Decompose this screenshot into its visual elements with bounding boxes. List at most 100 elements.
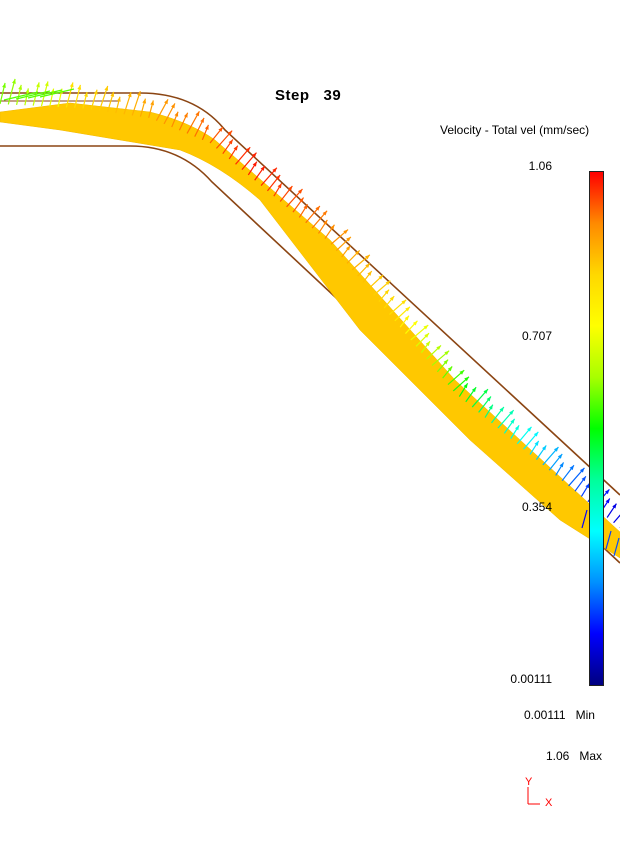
velocity-vector	[16, 84, 23, 105]
velocity-vector	[123, 92, 132, 115]
velocity-vector	[555, 462, 565, 476]
material-band	[0, 102, 620, 559]
velocity-vector	[260, 167, 278, 186]
velocity-vector	[436, 359, 449, 373]
velocity-vector	[346, 249, 361, 264]
velocity-vector	[139, 98, 147, 117]
triad-x-label: X	[545, 797, 553, 809]
velocity-vector	[415, 332, 430, 347]
velocity-vector	[351, 254, 371, 271]
velocity-vector	[131, 90, 141, 116]
velocity-vector	[378, 289, 390, 303]
min-label: Min	[575, 708, 595, 722]
max-readout: 1.06 Max	[546, 749, 602, 763]
velocity-vector	[298, 204, 309, 218]
velocity-vector	[426, 345, 442, 360]
min-readout: 0.00111 Min	[524, 708, 595, 722]
velocity-vector	[65, 82, 74, 108]
velocity-vector	[286, 188, 303, 208]
velocity-vector	[163, 103, 176, 125]
max-value: 1.06	[546, 749, 570, 763]
velocity-vector	[613, 537, 620, 557]
lower-wall	[0, 145, 620, 564]
velocity-vector	[606, 503, 617, 518]
velocity-vector	[148, 100, 155, 118]
velocity-vector	[317, 219, 328, 234]
step-number: 39	[323, 87, 342, 104]
channel-walls	[0, 92, 620, 564]
triad-y-label: Y	[525, 776, 533, 788]
velocity-vector	[389, 299, 407, 315]
velocity-vector	[574, 475, 587, 492]
velocity-vector	[292, 197, 305, 213]
velocity-vector	[399, 315, 410, 328]
axis-triad-icon: Y X	[525, 776, 553, 809]
velocity-vector	[362, 270, 373, 283]
colorbar-tick-min: 0.00111	[510, 672, 552, 686]
min-value: 0.00111	[524, 708, 566, 722]
velocity-vector	[561, 464, 575, 482]
velocity-vector	[357, 262, 371, 277]
velocity-vector	[178, 112, 189, 131]
velocity-vector	[241, 152, 257, 171]
velocity-vector	[341, 245, 351, 258]
velocity-vector	[209, 126, 224, 144]
velocity-vector	[106, 91, 115, 113]
velocity-vector	[405, 320, 418, 334]
velocity-vector	[605, 530, 612, 550]
velocity-vector	[74, 84, 82, 108]
step-title: Step 39	[275, 87, 341, 104]
velocity-vector	[82, 91, 88, 109]
velocity-vector	[98, 85, 109, 111]
velocity-vector	[497, 409, 515, 429]
velocity-vector	[529, 440, 540, 455]
colorbar-tick-max: 1.06	[528, 159, 552, 173]
velocity-vector	[465, 386, 477, 403]
velocity-vector	[3, 91, 39, 101]
velocity-vector	[115, 96, 121, 114]
velocity-vector	[491, 406, 505, 424]
colorbar-tick-mid-high: 0.707	[521, 329, 552, 343]
velocity-vector	[568, 467, 585, 487]
velocity-vector	[471, 388, 489, 408]
velocity-vector	[516, 426, 532, 445]
upper-wall	[0, 92, 620, 496]
velocity-vector	[442, 366, 453, 379]
velocity-vector	[279, 185, 293, 202]
velocity-vector	[228, 145, 239, 160]
step-label: Step	[275, 87, 310, 104]
velocity-vector	[535, 445, 547, 460]
velocity-vector	[194, 117, 205, 137]
velocity-vector	[7, 78, 16, 105]
velocity-vector	[452, 376, 470, 392]
velocity-vector	[266, 174, 281, 192]
velocity-vector	[247, 161, 258, 176]
velocity-vectors	[0, 78, 620, 557]
velocity-vector	[49, 88, 55, 107]
legend-title: Velocity - Total vel (mm/sec)	[440, 123, 590, 137]
velocity-vector	[305, 205, 321, 224]
velocity-vector	[201, 124, 209, 141]
velocity-vector	[186, 111, 200, 134]
velocity-vector	[235, 146, 251, 165]
velocity-vector	[613, 514, 620, 524]
velocity-vector	[0, 82, 6, 105]
velocity-vector	[15, 90, 51, 100]
velocity-vector	[542, 446, 559, 466]
velocity-vector	[171, 111, 179, 128]
velocity-vector	[581, 509, 588, 529]
velocity-vector	[503, 418, 516, 434]
velocity-vector	[580, 483, 591, 497]
velocity-vector	[394, 306, 411, 322]
velocity-colorbar	[589, 171, 604, 686]
velocity-vector	[383, 295, 395, 309]
velocity-vector	[410, 324, 429, 341]
velocity-vector	[373, 280, 391, 296]
velocity-vector	[510, 425, 520, 439]
velocity-vector	[324, 224, 335, 240]
velocity-vector	[335, 236, 352, 252]
velocity-vector	[222, 139, 234, 155]
velocity-vector	[523, 431, 539, 450]
velocity-vector	[330, 229, 349, 245]
